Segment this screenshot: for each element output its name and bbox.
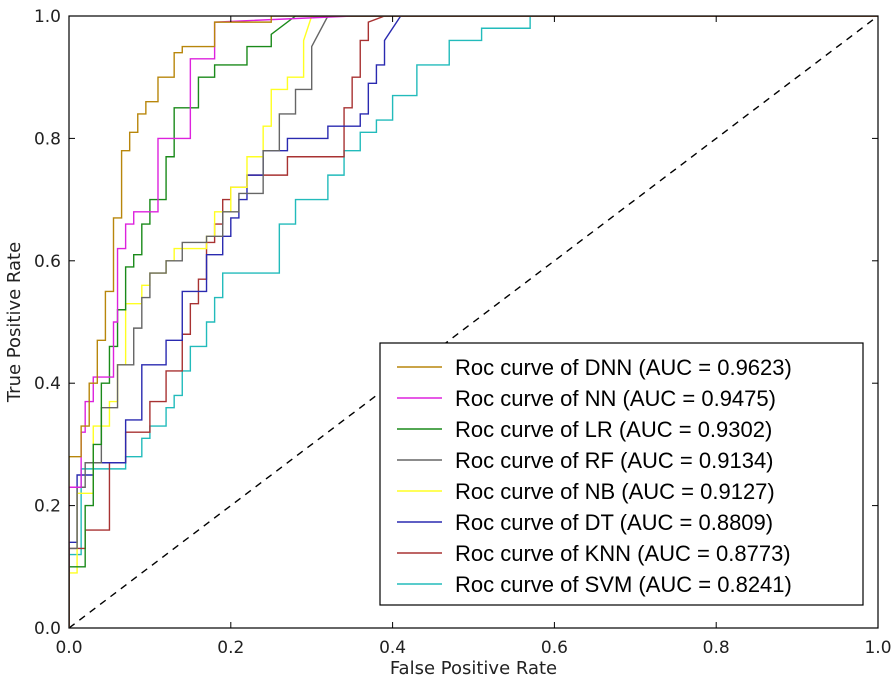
x-tick-label: 0.8	[703, 638, 730, 658]
legend: Roc curve of DNN (AUC = 0.9623) Roc curve…	[379, 342, 864, 606]
plot-frame	[68, 15, 879, 629]
legend-label-2: Roc curve of LR (AUC = 0.9302)	[455, 417, 772, 442]
roc-line-series-2	[69, 16, 878, 628]
roc-line-series-4	[69, 16, 878, 628]
roc-line-series-1	[69, 16, 878, 628]
x-tick-label: 1.0	[864, 638, 891, 658]
roc-line-series-7	[69, 16, 878, 628]
legend-label-6: Roc curve of KNN (AUC = 0.8773)	[455, 541, 791, 566]
legend-label-5: Roc curve of DT (AUC = 0.8809)	[455, 510, 773, 535]
y-tick-label: 0.0	[34, 619, 61, 639]
legend-label-3: Roc curve of RF (AUC = 0.9134)	[455, 448, 774, 473]
x-tick-label: 0.0	[55, 638, 82, 658]
y-axis-title: True Positive Rate	[4, 242, 25, 403]
x-tick-label: 0.2	[217, 638, 244, 658]
x-tick-label: 0.6	[541, 638, 568, 658]
x-tick-label: 0.4	[379, 638, 406, 658]
y-tick-label: 0.4	[34, 374, 61, 394]
y-tick-label: 1.0	[34, 7, 61, 27]
y-tick-label: 0.2	[34, 497, 61, 517]
curves-layer	[69, 16, 878, 628]
ticks-layer: 0.0 0.2 0.4 0.6 0.8 1.0 0.0 0.2 0.4 0.6 0.8 1.0	[34, 7, 892, 658]
legend-label-4: Roc curve of NB (AUC = 0.9127)	[455, 479, 775, 504]
roc-line-series-5	[69, 16, 878, 628]
legend-label-7: Roc curve of SVM (AUC = 0.8241)	[455, 572, 792, 597]
legend-label-0: Roc curve of DNN (AUC = 0.9623)	[455, 355, 792, 380]
x-axis-title: False Positive Rate	[390, 658, 557, 679]
chance-diagonal-line	[69, 16, 878, 628]
y-tick-label: 0.6	[34, 252, 61, 272]
legend-label-1: Roc curve of NN (AUC = 0.9475)	[455, 386, 776, 411]
roc-line-series-3	[69, 16, 878, 628]
y-tick-label: 0.8	[34, 129, 61, 149]
legend-box	[379, 342, 864, 606]
roc-line-series-0	[69, 16, 878, 628]
